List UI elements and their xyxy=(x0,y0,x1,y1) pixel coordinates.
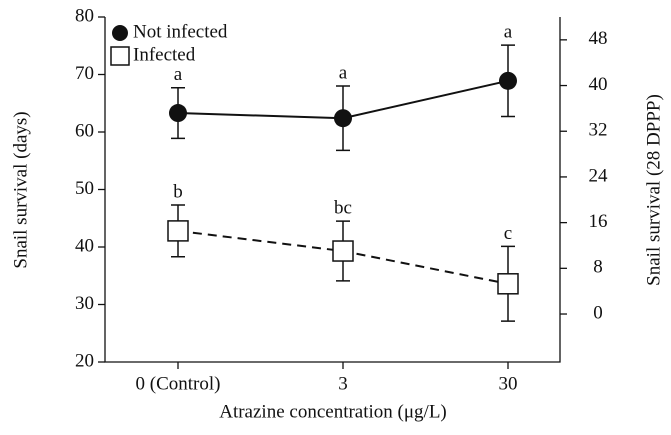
marker xyxy=(499,71,517,90)
x-tick-label: 30 xyxy=(499,373,518,394)
x-tick-label: 0 (Control) xyxy=(136,373,221,394)
y2-axis-title: Snail survival (28 DPPP) xyxy=(643,94,664,286)
significance-letter: c xyxy=(504,223,512,244)
marker xyxy=(169,104,187,123)
x-axis-title: Atrazine concentration (μg/L) xyxy=(219,401,447,422)
y-axis-title: Snail survival (days) xyxy=(10,111,31,268)
y2-tick-label: 8 xyxy=(593,257,603,278)
y2-tick-label: 0 xyxy=(593,302,603,323)
marker xyxy=(497,273,519,295)
y-tick-label: 80 xyxy=(75,5,94,26)
y-tick-label: 30 xyxy=(75,293,94,314)
significance-letter: a xyxy=(174,64,183,85)
y-tick-label: 50 xyxy=(75,178,94,199)
legend-marker xyxy=(110,46,130,66)
y-tick-label: 20 xyxy=(75,350,94,371)
y-tick-label: 40 xyxy=(75,235,94,256)
significance-letter: a xyxy=(339,62,348,83)
legend-marker xyxy=(112,25,128,41)
marker xyxy=(334,109,352,128)
significance-letter: b xyxy=(173,181,183,202)
x-tick-label: 3 xyxy=(338,373,348,394)
y-tick-label: 60 xyxy=(75,120,94,141)
y2-tick-label: 40 xyxy=(589,74,608,95)
y-tick-label: 70 xyxy=(75,63,94,84)
marker xyxy=(332,240,354,262)
marker xyxy=(167,220,189,242)
significance-letter: a xyxy=(504,22,513,43)
y2-tick-label: 16 xyxy=(589,211,608,232)
y2-tick-label: 48 xyxy=(589,28,608,49)
y2-tick-label: 24 xyxy=(589,165,609,186)
legend-label: Not infected xyxy=(133,21,228,42)
y2-tick-label: 32 xyxy=(589,120,608,141)
significance-letter: bc xyxy=(334,197,352,218)
legend-label: Infected xyxy=(133,44,196,65)
